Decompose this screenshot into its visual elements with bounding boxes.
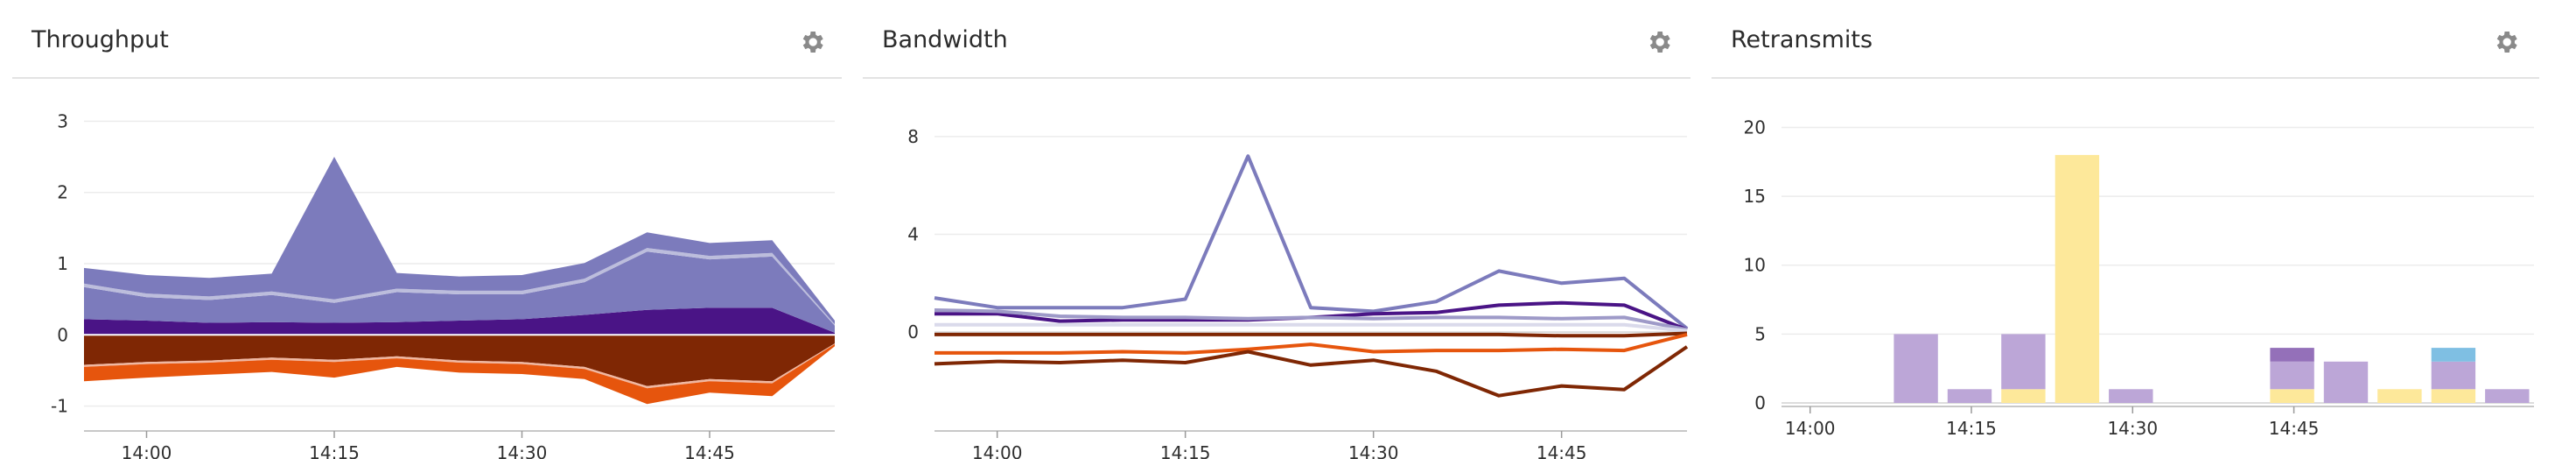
y-tick-label: 5: [1754, 323, 1766, 344]
panel-bandwidth: Bandwidth 8 4 0 14:00 14:15 14:30 14:45: [863, 0, 1690, 459]
area-series-0[interactable]: [84, 307, 835, 335]
x-tick-label: 14:30: [1348, 442, 1399, 459]
area-series-1[interactable]: [84, 251, 835, 333]
panel-retransmits: Retransmits 20 15 10 5 0 14:00 14:15 14:30 14:45: [1712, 0, 2539, 459]
line-series-0[interactable]: [934, 154, 1689, 330]
x-tick-label: 14:00: [972, 442, 1023, 459]
bar-segment[interactable]: [2270, 361, 2314, 390]
bar-segment[interactable]: [2485, 389, 2530, 403]
panel-header: Retransmits: [1712, 0, 2539, 79]
bandwidth-chart: 8 4 0 14:00 14:15 14:30 14:45: [907, 126, 1689, 459]
panel-title: Retransmits: [1731, 26, 1873, 53]
bar-segment[interactable]: [2054, 154, 2100, 403]
bar-segment[interactable]: [2431, 361, 2476, 390]
bar-segment[interactable]: [1947, 389, 1992, 403]
area-series-6[interactable]: [84, 343, 835, 405]
throughput-chart: 3 2 1 0 -1 14:00 14:15 14:30 14:45: [51, 110, 835, 459]
gear-icon[interactable]: [1645, 28, 1673, 56]
x-tick-label: 14:15: [1160, 442, 1211, 459]
area-series-3[interactable]: [84, 157, 835, 325]
area-series-2[interactable]: [84, 248, 835, 326]
y-tick-label: 15: [1744, 186, 1766, 207]
line-series-3[interactable]: [934, 322, 1688, 333]
bar-segment[interactable]: [2377, 389, 2422, 403]
gear-icon[interactable]: [798, 28, 826, 56]
panel-title: Bandwidth: [882, 26, 1008, 53]
gear-icon[interactable]: [2492, 28, 2520, 56]
area-series-4[interactable]: [84, 335, 835, 386]
bar-segment[interactable]: [2109, 389, 2153, 403]
bar-segment[interactable]: [2270, 348, 2314, 362]
y-tick-label: 3: [57, 110, 68, 131]
y-tick-label: 0: [57, 324, 68, 345]
x-tick-label: 14:45: [2269, 418, 2320, 439]
bar-segment[interactable]: [2431, 348, 2476, 362]
y-tick-label: 20: [1744, 117, 1766, 138]
y-tick-label: 1: [57, 253, 68, 274]
bar-segment[interactable]: [2001, 389, 2046, 403]
y-tick-label: 0: [907, 321, 919, 342]
x-tick-label: 14:30: [2107, 418, 2158, 439]
y-tick-label: 10: [1744, 255, 1766, 276]
x-tick-label: 14:15: [309, 442, 360, 459]
panel-throughput: Throughput 3 2 1 0 -1 14:00 14:15 14:30 14:45: [12, 0, 842, 459]
bar-segment[interactable]: [2323, 361, 2369, 403]
line-series-6[interactable]: [934, 345, 1689, 398]
line-series-2[interactable]: [934, 308, 1688, 332]
y-tick-label: 2: [57, 182, 68, 203]
panel-header: Bandwidth: [863, 0, 1690, 79]
x-tick-label: 14:45: [1536, 442, 1587, 459]
x-tick-label: 14:30: [497, 442, 548, 459]
x-tick-label: 14:00: [122, 442, 172, 459]
x-tick-label: 14:15: [1946, 418, 1997, 439]
panel-header: Throughput: [12, 0, 842, 79]
line-series-4[interactable]: [934, 331, 1688, 338]
line-series-5[interactable]: [934, 332, 1688, 355]
bar-segment[interactable]: [1894, 334, 1938, 403]
bar-segment[interactable]: [2001, 334, 2046, 390]
y-tick-label: 0: [1754, 392, 1766, 413]
y-tick-label: 4: [907, 224, 919, 245]
retransmits-chart: 20 15 10 5 0 14:00 14:15 14:30 14:45: [1744, 117, 2534, 439]
bar-segment[interactable]: [2270, 389, 2314, 403]
y-tick-label: 8: [907, 126, 919, 147]
bar-segment[interactable]: [2431, 389, 2476, 403]
x-tick-label: 14:00: [1785, 418, 1836, 439]
y-tick-label: -1: [51, 396, 68, 417]
panel-title: Throughput: [32, 26, 169, 53]
x-tick-label: 14:45: [684, 442, 735, 459]
